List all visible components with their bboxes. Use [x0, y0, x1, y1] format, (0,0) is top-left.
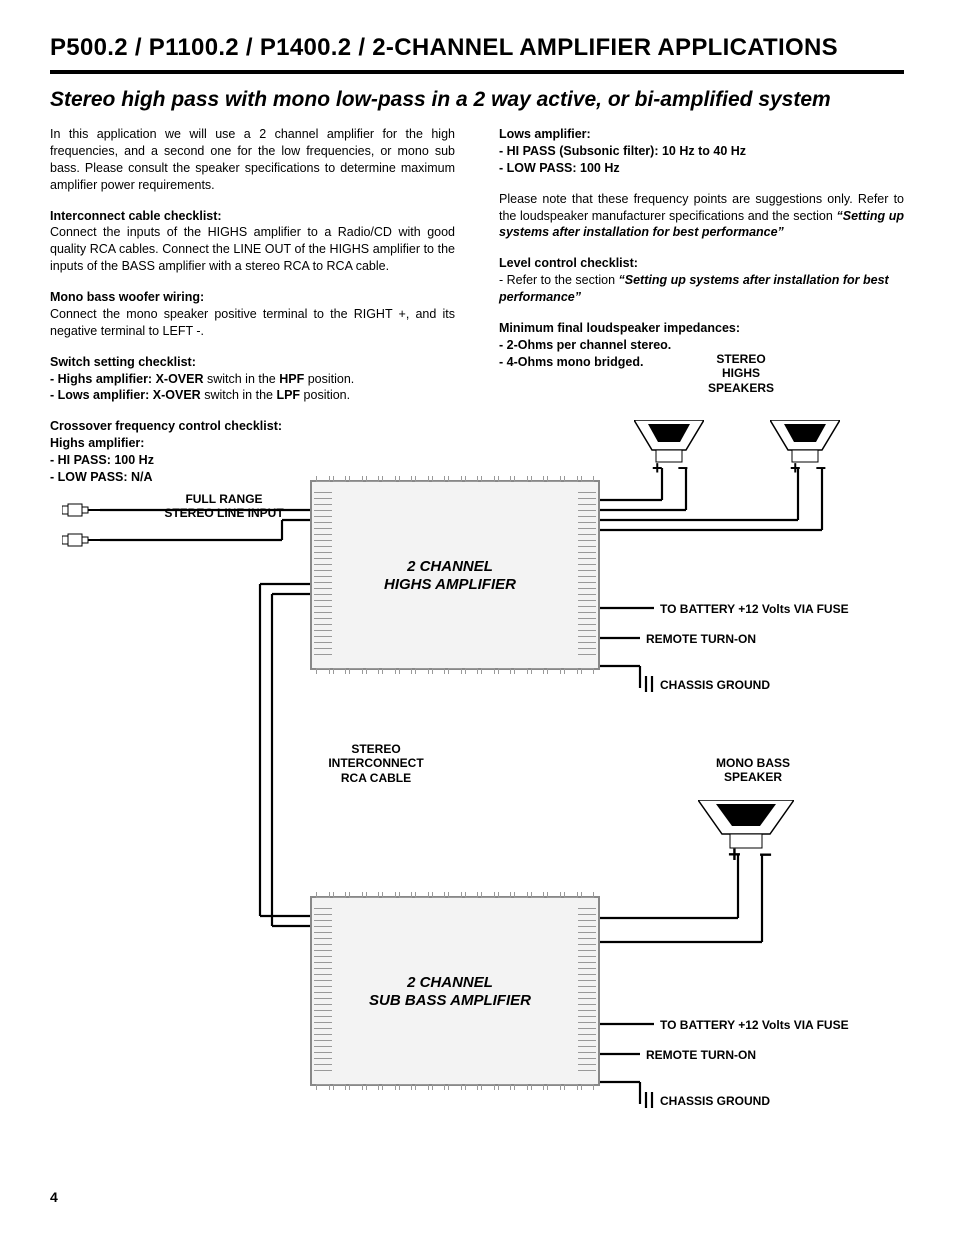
interconnect-block: Interconnect cable checklist: Connect th… [50, 208, 455, 276]
wiring-diagram: + − + − + − FULL R [50, 460, 904, 1180]
page: P500.2 / P1100.2 / P1400.2 / 2-CHANNEL A… [0, 0, 954, 1235]
interconnect-l3: RCA CABLE [341, 771, 411, 785]
amp-subbass-l2: SUB BASS AMPLIFIER [369, 992, 531, 1009]
level-a: - Refer to the section [499, 273, 619, 287]
interconnect-body: Connect the inputs of the HIGHS amplifie… [50, 224, 455, 275]
level-heading: Level control checklist: [499, 255, 904, 272]
switch-l2-d: position. [304, 388, 351, 402]
rca-plug-1-icon [62, 502, 102, 518]
rca-plug-2-icon [62, 532, 102, 548]
xover-heading: Crossover frequency control checklist: [50, 418, 455, 435]
switch-line-1: - Highs amplifier: X-OVER switch in the … [50, 371, 455, 388]
left-column: In this application we will use a 2 chan… [50, 126, 455, 486]
speaker-high-right-polarity: + − [790, 458, 826, 479]
full-range-label: FULL RANGE STEREO LINE INPUT [144, 492, 304, 521]
page-number: 4 [50, 1189, 58, 1205]
highs-speakers-l2: HIGHS [722, 366, 760, 380]
xover-lows-l2: - LOW PASS: 100 Hz [499, 160, 904, 177]
switch-block: Switch setting checklist: - Highs amplif… [50, 354, 455, 405]
switch-l2-a: - Lows amplifier: X-OVER [50, 388, 204, 402]
amp2-battery-label: TO BATTERY +12 Volts VIA FUSE [660, 1018, 900, 1032]
intro-paragraph: In this application we will use a 2 chan… [50, 126, 455, 194]
xover-lows-block: Lows amplifier: - HI PASS (Subsonic filt… [499, 126, 904, 177]
xover-lows-heading: Lows amplifier: [499, 126, 904, 143]
switch-l2-b: switch in the [204, 388, 276, 402]
amp-highs-label: 2 CHANNEL HIGHS AMPLIFIER [350, 558, 550, 594]
switch-line-2: - Lows amplifier: X-OVER switch in the L… [50, 387, 455, 404]
interconnect-l1: STEREO [351, 742, 400, 756]
amp1-remote-label: REMOTE TURN-ON [646, 632, 846, 646]
mono-l2: SPEAKER [724, 770, 782, 784]
page-title: P500.2 / P1100.2 / P1400.2 / 2-CHANNEL A… [50, 34, 904, 62]
stereo-highs-speakers-label: STEREO HIGHS SPEAKERS [686, 352, 796, 395]
note-paragraph: Please note that these frequency points … [499, 191, 904, 242]
xover-lows-l1: - HI PASS (Subsonic filter): 10 Hz to 40… [499, 143, 904, 160]
amp1-battery-label: TO BATTERY +12 Volts VIA FUSE [660, 602, 900, 616]
amp-subbass-label: 2 CHANNEL SUB BASS AMPLIFIER [350, 974, 550, 1010]
speaker-mono-polarity: + − [728, 842, 772, 868]
monobass-heading: Mono bass woofer wiring: [50, 289, 455, 306]
switch-l1-a: - Highs amplifier: X-OVER [50, 372, 207, 386]
impedance-heading: Minimum final loudspeaker impedances: [499, 320, 904, 337]
switch-heading: Switch setting checklist: [50, 354, 455, 371]
interconnect-l2: INTERCONNECT [328, 756, 423, 770]
interconnect-heading: Interconnect cable checklist: [50, 208, 455, 225]
level-body: - Refer to the section “Setting up syste… [499, 272, 904, 306]
amp-highs-l1: 2 CHANNEL [407, 558, 493, 575]
monobass-body: Connect the mono speaker positive termin… [50, 306, 455, 340]
level-block: Level control checklist: - Refer to the … [499, 255, 904, 306]
title-rule [50, 70, 904, 74]
switch-l2-c: LPF [276, 388, 303, 402]
mono-speaker-label: MONO BASS SPEAKER [698, 756, 808, 785]
full-range-l1: FULL RANGE [185, 492, 262, 506]
mono-l1: MONO BASS [716, 756, 790, 770]
switch-l1-d: position. [308, 372, 355, 386]
monobass-block: Mono bass woofer wiring: Connect the mon… [50, 289, 455, 340]
amp-subbass-l1: 2 CHANNEL [407, 974, 493, 991]
full-range-l2: STEREO LINE INPUT [164, 506, 283, 520]
highs-speakers-l1: STEREO [716, 352, 765, 366]
amp2-ground-label: CHASSIS GROUND [660, 1094, 860, 1108]
subtitle: Stereo high pass with mono low-pass in a… [50, 88, 904, 112]
switch-l1-b: switch in the [207, 372, 279, 386]
switch-l1-c: HPF [279, 372, 307, 386]
highs-speakers-l3: SPEAKERS [708, 381, 774, 395]
stereo-interconnect-label: STEREO INTERCONNECT RCA CABLE [306, 742, 446, 785]
amp1-ground-label: CHASSIS GROUND [660, 678, 860, 692]
xover-highs-heading: Highs amplifier: [50, 435, 455, 452]
amp-highs-l2: HIGHS AMPLIFIER [384, 576, 516, 593]
amp2-remote-label: REMOTE TURN-ON [646, 1048, 846, 1062]
speaker-high-left-polarity: + − [652, 458, 688, 479]
